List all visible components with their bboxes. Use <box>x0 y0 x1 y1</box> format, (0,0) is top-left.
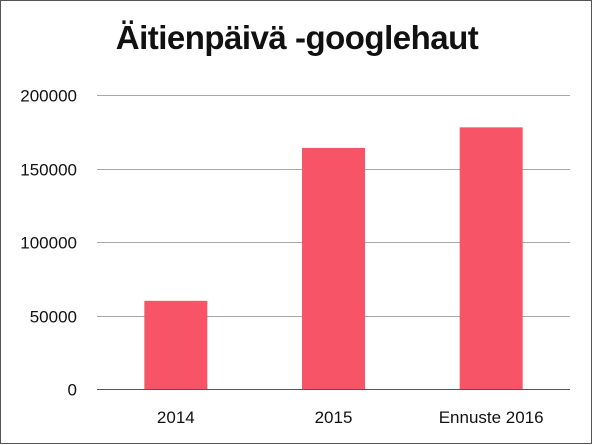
bar-2014 <box>144 300 208 389</box>
y-tick-label: 200000 <box>20 87 77 106</box>
chart-title: Äitienpäivä -googlehaut <box>115 19 479 56</box>
x-axis-tick-labels: 2014 2015 Ennuste 2016 <box>157 408 544 427</box>
bar-2015 <box>302 147 365 389</box>
y-tick-label: 0 <box>68 381 77 400</box>
y-tick-label: 50000 <box>30 308 77 327</box>
bar-series <box>144 127 523 389</box>
y-tick-label: 100000 <box>20 234 77 253</box>
x-tick-label: 2015 <box>315 408 353 427</box>
y-tick-label: 150000 <box>20 161 77 180</box>
bar-ennuste-2016 <box>459 127 523 389</box>
x-tick-label: Ennuste 2016 <box>439 408 544 427</box>
y-axis-tick-labels: 0 50000 100000 150000 200000 <box>20 87 77 400</box>
x-tick-label: 2014 <box>157 408 195 427</box>
